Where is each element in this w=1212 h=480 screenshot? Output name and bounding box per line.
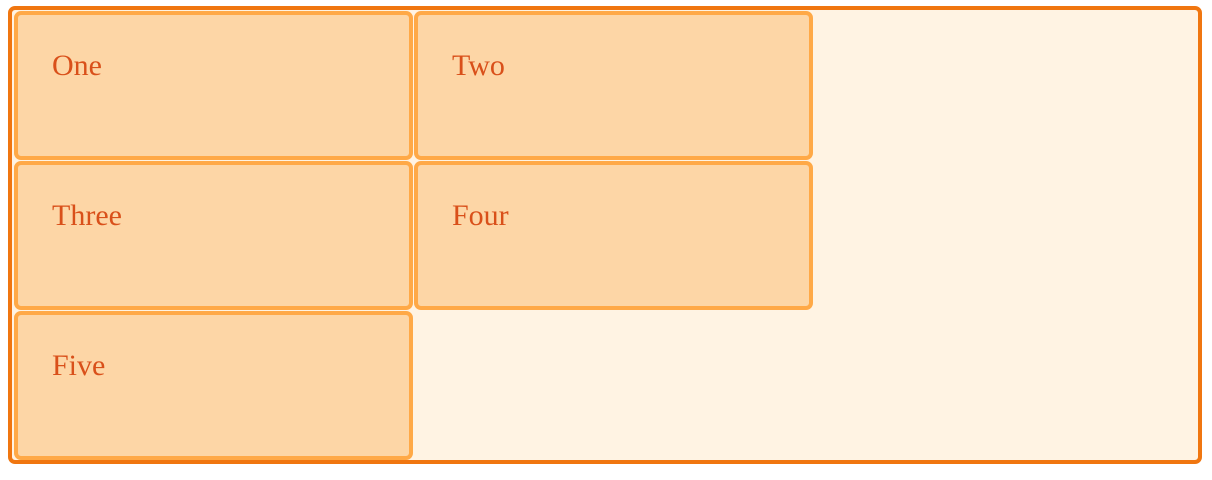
- grid-item-three: Three: [14, 161, 413, 310]
- grid-item-label: One: [52, 49, 102, 82]
- grid-item-label: Five: [52, 349, 106, 382]
- grid-item-label: Four: [452, 199, 509, 232]
- grid-item-four: Four: [414, 161, 813, 310]
- grid-item-one: One: [14, 11, 413, 160]
- grid-item-label: Two: [452, 49, 505, 82]
- grid-item-five: Five: [14, 311, 413, 460]
- grid-wrapper: One Two Three Four Five: [8, 6, 1202, 464]
- grid-item-two: Two: [414, 11, 813, 160]
- grid-item-label: Three: [52, 199, 122, 232]
